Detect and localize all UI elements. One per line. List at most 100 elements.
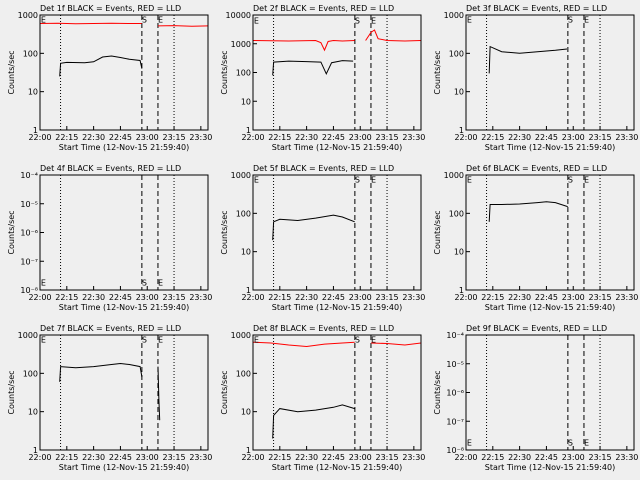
- x-tick-label: 23:15: [589, 293, 612, 302]
- x-tick-label: 23:00: [562, 453, 585, 462]
- x-tick-label: 22:00: [454, 133, 477, 142]
- y-tick-label: 10⁻⁸: [20, 286, 38, 295]
- x-tick-label: 22:15: [55, 453, 78, 462]
- y-tick-label: 1: [246, 126, 251, 135]
- series-line: [272, 60, 354, 76]
- x-tick-label: 22:45: [535, 133, 558, 142]
- x-tick-label: 22:00: [241, 133, 264, 142]
- y-tick-label: 100: [449, 209, 464, 218]
- x-tick-label: 23:15: [163, 293, 186, 302]
- x-tick-label: 23:30: [189, 133, 212, 142]
- annotation: E: [371, 176, 376, 185]
- plot-frame: [465, 14, 635, 131]
- annotation: E: [584, 176, 589, 185]
- annotation: S: [355, 336, 360, 345]
- y-tick-label: 10: [241, 408, 251, 417]
- x-tick-label: 23:00: [562, 293, 585, 302]
- annotation: E: [158, 278, 163, 287]
- y-axis-label: Counts/sec: [220, 50, 229, 94]
- x-axis-label: Start Time (12-Nov-15 21:59:40): [485, 143, 615, 152]
- plot-frame: [252, 174, 422, 291]
- x-tick-label: 22:30: [508, 453, 531, 462]
- x-tick-label: 22:00: [241, 293, 264, 302]
- plot-frame: [39, 14, 209, 131]
- plot-frame: [39, 174, 209, 291]
- y-axis-label: Counts/sec: [7, 210, 16, 254]
- x-tick-label: 22:45: [109, 453, 132, 462]
- plot-frame: [465, 334, 635, 451]
- y-tick-label: 1000: [444, 11, 464, 20]
- annotation: S: [142, 278, 147, 287]
- y-tick-label: 100: [236, 369, 251, 378]
- y-tick-label: 10: [28, 408, 38, 417]
- x-tick-label: 23:15: [589, 453, 612, 462]
- x-tick-label: 23:30: [615, 453, 638, 462]
- chart-title: Det 8f BLACK = Events, RED = LLD: [253, 324, 394, 333]
- x-tick-label: 22:15: [268, 293, 291, 302]
- x-tick-label: 22:30: [508, 133, 531, 142]
- x-tick-label: 23:15: [376, 293, 399, 302]
- x-tick-label: 23:00: [136, 133, 159, 142]
- x-axis-label: Start Time (12-Nov-15 21:59:40): [485, 463, 615, 472]
- series-line: [40, 22, 208, 27]
- y-tick-label: 100: [449, 49, 464, 58]
- x-tick-label: 22:45: [109, 293, 132, 302]
- annotation: E: [467, 176, 472, 185]
- y-tick-label: 1: [246, 446, 251, 455]
- y-tick-label: 1000: [231, 171, 251, 180]
- x-tick-label: 22:45: [535, 453, 558, 462]
- y-tick-label: 10⁻⁵: [446, 360, 464, 369]
- x-tick-label: 22:15: [481, 293, 504, 302]
- x-tick-label: 22:30: [82, 293, 105, 302]
- annotation: S: [142, 16, 147, 25]
- x-tick-label: 22:45: [322, 453, 345, 462]
- y-axis-label: Counts/sec: [7, 50, 16, 94]
- y-tick-label: 1000: [231, 40, 251, 49]
- x-tick-label: 22:45: [322, 133, 345, 142]
- annotation: S: [568, 16, 573, 25]
- annotation: S: [355, 176, 360, 185]
- series-line: [59, 55, 143, 77]
- plot-frame: [465, 174, 635, 291]
- chart-title: Det 9f BLACK = Events, RED = LLD: [466, 324, 607, 333]
- series-line: [488, 201, 568, 222]
- x-tick-label: 22:30: [295, 293, 318, 302]
- x-axis-label: Start Time (12-Nov-15 21:59:40): [59, 143, 189, 152]
- y-tick-label: 10⁻⁸: [446, 446, 464, 455]
- x-tick-label: 23:00: [349, 453, 372, 462]
- chart-title: Det 6f BLACK = Events, RED = LLD: [466, 164, 607, 173]
- annotation: E: [467, 438, 472, 447]
- x-tick-label: 23:00: [136, 293, 159, 302]
- chart-title: Det 7f BLACK = Events, RED = LLD: [40, 324, 181, 333]
- x-tick-label: 22:00: [454, 293, 477, 302]
- x-axis-label: Start Time (12-Nov-15 21:59:40): [272, 143, 402, 152]
- y-tick-label: 10⁻⁵: [20, 200, 38, 209]
- series-line: [272, 214, 355, 241]
- x-tick-label: 23:30: [402, 293, 425, 302]
- y-tick-label: 100: [236, 209, 251, 218]
- y-tick-label: 100: [236, 69, 251, 78]
- x-tick-label: 22:00: [28, 133, 51, 142]
- y-tick-label: 10⁻⁶: [446, 389, 464, 398]
- x-tick-label: 22:15: [268, 133, 291, 142]
- x-tick-label: 23:15: [589, 133, 612, 142]
- x-tick-label: 23:30: [189, 293, 212, 302]
- y-tick-label: 10⁻⁷: [446, 417, 464, 426]
- x-tick-label: 23:00: [136, 453, 159, 462]
- y-tick-label: 1: [459, 286, 464, 295]
- y-tick-label: 1: [246, 286, 251, 295]
- x-axis-label: Start Time (12-Nov-15 21:59:40): [272, 303, 402, 312]
- chart-title: Det 4f BLACK = Events, RED = LLD: [40, 164, 181, 173]
- annotation: E: [467, 16, 472, 25]
- x-tick-label: 22:15: [55, 133, 78, 142]
- x-tick-label: 22:30: [295, 453, 318, 462]
- x-tick-label: 23:00: [562, 133, 585, 142]
- y-tick-label: 10⁻⁶: [20, 229, 38, 238]
- x-tick-label: 23:30: [615, 293, 638, 302]
- y-tick-label: 10000: [226, 11, 251, 20]
- y-tick-label: 10: [241, 248, 251, 257]
- y-axis-label: Counts/sec: [7, 370, 16, 414]
